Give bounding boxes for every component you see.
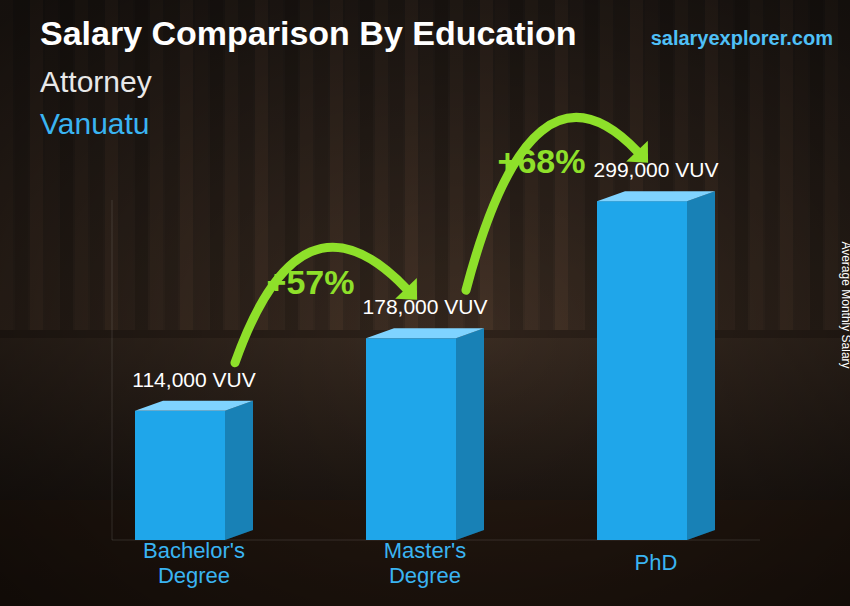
vignette — [0, 0, 850, 606]
data-label: 299,000 VUV — [594, 158, 719, 181]
category-label: PhD — [635, 550, 678, 575]
source: salaryexplorer.com — [651, 27, 833, 49]
category-line: Degree — [389, 563, 461, 588]
bar — [366, 328, 484, 540]
bar-side-shade — [687, 191, 715, 540]
category-line: Degree — [158, 563, 230, 588]
arrow-arc — [235, 247, 406, 363]
background — [0, 0, 850, 606]
bar-side-shade — [456, 328, 484, 540]
bar-top — [366, 328, 484, 338]
arrow-head — [395, 278, 417, 300]
bar-side-shade — [225, 401, 253, 540]
category-label: Master'sDegree — [384, 538, 466, 588]
bar-front — [135, 411, 225, 540]
bars — [135, 191, 715, 540]
subtitle: Vanuatu — [40, 107, 150, 140]
category-line: PhD — [635, 550, 678, 575]
data-label: 114,000 VUV — [132, 368, 255, 391]
category-line: Master's — [384, 538, 466, 563]
bar-side — [225, 401, 253, 540]
arrow-arc — [466, 117, 637, 290]
y-axis-label: Average Monthly Salary — [839, 241, 850, 368]
bar-front — [366, 338, 456, 540]
growth-arrow — [466, 117, 648, 290]
annotation: +68% — [498, 142, 586, 180]
growth-arrow — [235, 247, 417, 363]
bar-top — [135, 401, 253, 411]
category-label: Bachelor'sDegree — [143, 538, 245, 588]
bar-side — [687, 191, 715, 540]
annotation: +57% — [267, 263, 355, 301]
bar — [135, 401, 253, 540]
title: Salary Comparison By Education — [40, 14, 577, 52]
category-line: Bachelor's — [143, 538, 245, 563]
bar — [597, 191, 715, 540]
arrow-head — [626, 141, 648, 163]
subtitle: Attorney — [40, 65, 152, 98]
chart-root: 114,000 VUV 178,000 VUV 299,000 VUV Bachelo… — [0, 0, 850, 606]
bar-side — [456, 328, 484, 540]
value-axis — [112, 200, 113, 540]
bar-front — [597, 201, 687, 540]
bar-top — [597, 191, 715, 201]
data-label: 178,000 VUV — [363, 295, 488, 318]
